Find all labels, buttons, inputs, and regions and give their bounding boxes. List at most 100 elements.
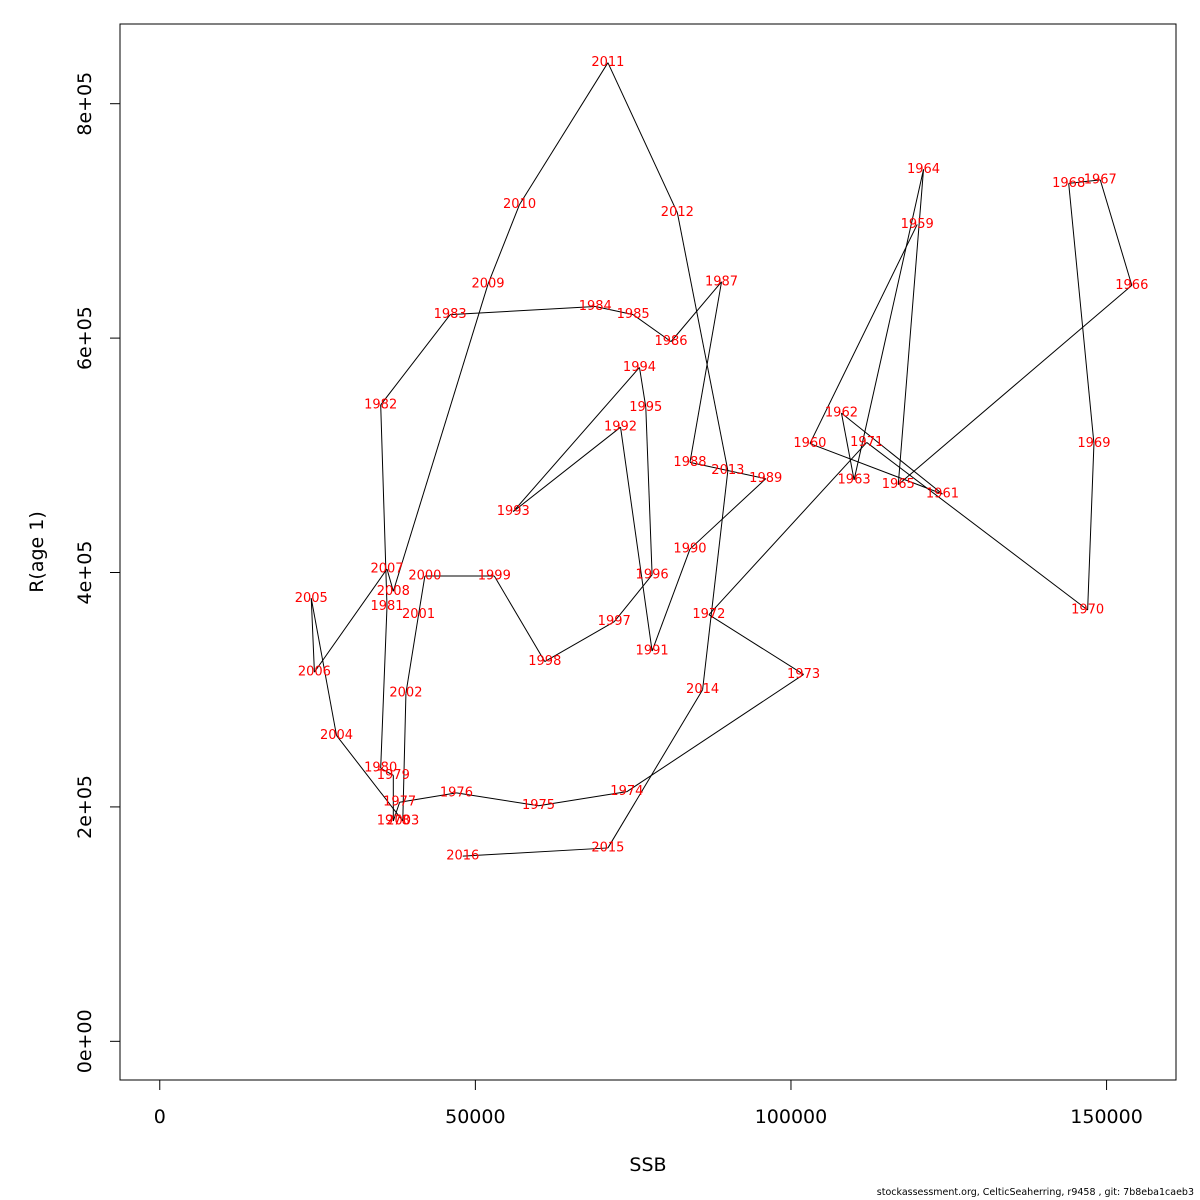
y-tick-label: 2e+05 — [74, 775, 96, 839]
year-label-2010: 2010 — [503, 197, 536, 212]
trajectory-segment — [493, 575, 546, 662]
year-label-1986: 1986 — [654, 334, 687, 349]
year-label-1963: 1963 — [838, 472, 871, 487]
x-tick-label: 50000 — [445, 1106, 505, 1128]
year-label-1962: 1962 — [825, 406, 858, 421]
year-label-2008: 2008 — [377, 584, 410, 599]
year-label-1980: 1980 — [364, 761, 397, 776]
year-label-1998: 1998 — [528, 654, 561, 669]
year-label-2003: 2003 — [386, 813, 419, 828]
trajectory-segment — [456, 792, 539, 807]
year-label-1996: 1996 — [636, 567, 669, 582]
trajectory-segment — [853, 169, 925, 481]
trajectory-segment — [689, 281, 723, 463]
year-label-1973: 1973 — [787, 667, 820, 682]
year-label-1995: 1995 — [629, 400, 662, 415]
trajectory-segment — [689, 478, 767, 550]
trajectory-segment — [487, 204, 521, 285]
x-tick-label: 100000 — [755, 1106, 828, 1128]
trajectory-segment — [708, 442, 868, 616]
year-label-2007: 2007 — [370, 561, 403, 576]
trajectory-segment — [897, 284, 1133, 485]
trajectory-segment — [702, 470, 729, 690]
trajectory-segment — [418, 575, 426, 615]
year-label-2004: 2004 — [320, 728, 353, 743]
trajectory-segment — [809, 224, 918, 444]
year-label-2002: 2002 — [389, 686, 422, 701]
year-label-2006: 2006 — [298, 665, 331, 680]
year-label-1987: 1987 — [705, 274, 738, 289]
trajectory-segment — [380, 404, 388, 607]
y-tick-label: 6e+05 — [74, 306, 96, 370]
year-label-1997: 1997 — [598, 614, 631, 629]
year-label-1985: 1985 — [617, 307, 650, 322]
year-label-2000: 2000 — [408, 569, 441, 584]
footer-credit: stockassessment.org, CelticSeaherring, r… — [876, 1187, 1194, 1198]
year-label-1975: 1975 — [522, 798, 555, 813]
trajectory-segment — [310, 598, 337, 736]
trajectory-segment — [676, 212, 729, 471]
year-label-1989: 1989 — [749, 471, 782, 486]
year-label-1982: 1982 — [364, 397, 397, 412]
year-label-1993: 1993 — [497, 504, 530, 519]
trajectory-segment — [392, 284, 489, 592]
trajectory-segment — [1099, 179, 1133, 286]
year-label-2015: 2015 — [591, 840, 624, 855]
x-axis: 0 50000 100000 150000 — [154, 1079, 1143, 1128]
trajectory-segment — [613, 574, 653, 623]
trajectory-segment — [512, 426, 621, 512]
trajectory-segment — [380, 767, 394, 776]
year-label-2009: 2009 — [471, 277, 504, 292]
trajectory-segment — [314, 568, 388, 673]
year-label-1960: 1960 — [793, 436, 826, 451]
trajectory-segment — [336, 735, 404, 822]
trajectory-segment — [402, 693, 407, 821]
trajectory-segment — [519, 62, 609, 205]
year-label-2013: 2013 — [711, 463, 744, 478]
trajectory-segment — [392, 802, 401, 822]
trajectory-segment — [651, 548, 691, 652]
trajectory-segment — [1068, 183, 1095, 444]
trajectory-segment — [632, 314, 672, 343]
year-label-2012: 2012 — [661, 205, 694, 220]
year-label-2011: 2011 — [591, 55, 624, 70]
y-axis: 0e+00 2e+05 4e+05 6e+05 8e+05 — [74, 72, 121, 1073]
trajectory-segment — [645, 407, 653, 575]
year-label-1981: 1981 — [370, 599, 403, 614]
trajectory-segment — [405, 614, 420, 694]
trajectory-segment — [512, 367, 640, 512]
trajectory-segment — [840, 413, 855, 481]
y-tick-label: 8e+05 — [74, 72, 96, 136]
x-tick-label: 0 — [154, 1106, 166, 1128]
year-label-1961: 1961 — [926, 486, 959, 501]
x-tick-label: 150000 — [1070, 1106, 1143, 1128]
year-label-1971: 1971 — [850, 435, 883, 450]
trajectory-segment — [626, 674, 804, 793]
year-label-1979: 1979 — [377, 768, 410, 783]
year-label-1991: 1991 — [636, 644, 669, 659]
year-label-2014: 2014 — [686, 682, 719, 697]
trajectory-segment — [638, 367, 647, 408]
year-label-1966: 1966 — [1115, 278, 1148, 293]
trajectory-segment — [462, 847, 608, 857]
trajectory-segment — [380, 606, 388, 769]
year-label-1999: 1999 — [478, 569, 511, 584]
trajectory-segment — [620, 427, 653, 652]
trajectory-segment — [380, 314, 451, 406]
year-label-1992: 1992 — [604, 420, 637, 435]
trajectory-segment — [310, 598, 315, 673]
year-label-1969: 1969 — [1077, 436, 1110, 451]
trajectory-segment — [386, 568, 394, 592]
y-axis-title: R(age 1) — [26, 511, 48, 593]
trajectory-segment — [1087, 443, 1095, 611]
year-label-2005: 2005 — [295, 591, 328, 606]
trajectory-lines — [310, 62, 1133, 857]
year-label-1977: 1977 — [383, 795, 416, 810]
trajectory-segment — [544, 621, 615, 663]
y-tick-label: 4e+05 — [74, 541, 96, 605]
trajectory-segment — [841, 412, 943, 495]
year-label-1959: 1959 — [901, 217, 934, 232]
year-label-1967: 1967 — [1084, 172, 1117, 187]
year-label-1964: 1964 — [907, 162, 940, 177]
